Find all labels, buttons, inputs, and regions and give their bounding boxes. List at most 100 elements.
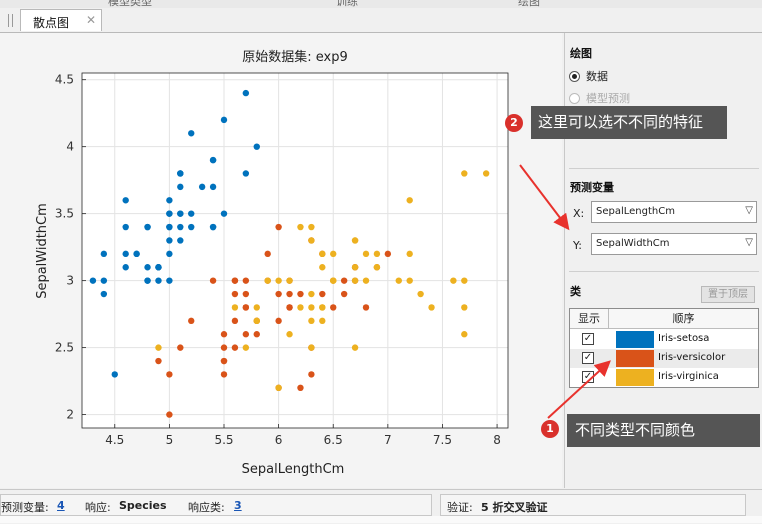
data-point [122, 264, 129, 271]
callout-number-badge: 1 [541, 420, 559, 438]
chevron-down-icon: ▽ [745, 237, 753, 248]
callout-features: 这里可以选不不同的特征 [531, 106, 727, 139]
x-tick-label: 7 [384, 433, 392, 447]
data-point [275, 290, 282, 298]
class-table: 显示 顺序 ✓ Iris-setosa ✓ Iris-versicolor ✓ … [569, 308, 759, 388]
x-select-value: SepalLengthCm [596, 206, 675, 217]
data-point [275, 277, 282, 284]
x-variable-select[interactable]: SepalLengthCm ▽ [591, 201, 757, 223]
grid-lines [82, 73, 508, 428]
data-point [220, 116, 228, 124]
data-points [89, 89, 490, 418]
data-point [395, 277, 402, 284]
data-point [461, 331, 468, 338]
data-point [166, 250, 173, 258]
drag-grip-icon[interactable] [8, 14, 13, 27]
data-point [177, 183, 184, 191]
class-name: Iris-versicolor [658, 352, 726, 363]
data-point [166, 197, 173, 204]
data-point [122, 197, 129, 204]
data-point [340, 277, 348, 284]
data-point [155, 357, 162, 365]
table-row[interactable]: ✓ Iris-versicolor [570, 349, 758, 368]
tab-scatter-plot[interactable]: 散点图 ✕ [20, 9, 102, 31]
tick-labels: 4.5 5 5.5 6 6.5 7 7.5 8 2 2.5 3 3.5 4 4.5 [55, 73, 501, 447]
data-point [231, 304, 239, 311]
show-checkbox[interactable]: ✓ [582, 352, 594, 364]
data-point [286, 290, 293, 298]
show-checkbox[interactable]: ✓ [582, 333, 594, 345]
y-tick-label: 4 [66, 140, 74, 154]
chevron-down-icon: ▽ [745, 205, 753, 216]
column-header-order[interactable]: 顺序 [672, 312, 695, 325]
radio-data[interactable]: 数据 [569, 68, 608, 84]
classes-count-link[interactable]: 3 [234, 499, 242, 512]
radio-button-selected[interactable] [569, 70, 580, 82]
x-tick-label: 6.5 [324, 433, 343, 447]
radio-model-prediction[interactable]: 模型预测 [569, 90, 630, 106]
document-tab-bar: 散点图 ✕ [0, 8, 762, 33]
section-divider [569, 271, 759, 272]
data-point [297, 384, 304, 392]
predictors-count-link[interactable]: 4 [57, 499, 65, 512]
y-axis-label: SepalWidthCm [35, 203, 50, 299]
scatter-plot-area: 4.5 5 5.5 6 6.5 7 7.5 8 2 2.5 3 3.5 4 4.5 原始数据集: exp9… [0, 33, 562, 488]
data-point [297, 304, 304, 311]
y-variable-select[interactable]: SepalWidthCm ▽ [591, 233, 757, 255]
table-row[interactable]: ✓ Iris-virginica [570, 368, 758, 387]
data-point [406, 277, 413, 284]
data-point [406, 197, 413, 204]
table-row[interactable]: ✓ Iris-setosa [570, 330, 758, 349]
show-checkbox[interactable]: ✓ [582, 371, 594, 383]
data-point [166, 210, 173, 217]
data-point [319, 250, 326, 258]
data-point [308, 290, 315, 298]
data-point [133, 250, 140, 258]
data-point [461, 304, 468, 311]
data-point [373, 250, 381, 258]
data-point [319, 317, 326, 325]
data-point [188, 223, 195, 231]
x-tick-label: 5 [166, 433, 174, 447]
color-swatch[interactable] [616, 331, 654, 348]
data-point [482, 170, 490, 177]
data-point [220, 210, 228, 217]
data-point [308, 344, 315, 351]
data-point [351, 344, 359, 351]
data-point [155, 264, 162, 271]
y-select-label: Y: [573, 239, 582, 252]
tab-label: 散点图 [33, 16, 70, 30]
column-header-show[interactable]: 显示 [570, 309, 609, 328]
class-name: Iris-setosa [658, 333, 710, 344]
data-point [308, 317, 315, 325]
axes-box [81, 72, 509, 429]
data-point [297, 223, 304, 231]
data-point [351, 277, 359, 284]
data-point [428, 304, 435, 311]
data-point [122, 250, 129, 258]
axes-background [82, 73, 508, 428]
toolstrip-section-train: 训练 [336, 0, 358, 8]
y-tick-label: 3 [66, 274, 74, 288]
data-point [89, 277, 97, 284]
data-point [177, 210, 184, 217]
radio-button-disabled[interactable] [569, 92, 580, 104]
data-point [220, 331, 228, 338]
section-divider [569, 168, 759, 169]
x-tick-label: 4.5 [105, 433, 124, 447]
data-point [231, 317, 239, 325]
data-point [319, 304, 326, 311]
close-icon[interactable]: ✕ [86, 13, 97, 27]
data-point [242, 290, 250, 298]
color-swatch[interactable] [616, 350, 654, 367]
data-point [340, 290, 348, 298]
color-swatch[interactable] [616, 369, 654, 386]
data-point [111, 371, 118, 378]
y-tick-label: 3.5 [55, 207, 74, 221]
callout-colors: 不同类型不同颜色 [567, 414, 760, 447]
data-point [308, 223, 315, 231]
data-point [242, 304, 250, 311]
predictors-section-title: 预测变量 [570, 181, 614, 194]
bring-to-front-button[interactable]: 置于顶层 [701, 286, 755, 303]
data-point [330, 304, 337, 311]
